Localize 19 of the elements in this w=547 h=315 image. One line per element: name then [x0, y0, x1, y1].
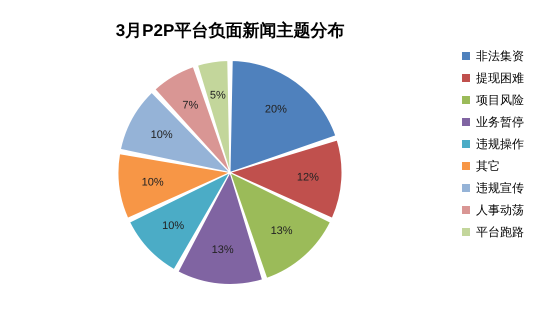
chart-title: 3月P2P平台负面新闻主题分布 [116, 21, 344, 40]
legend-label: 业务暂停 [476, 115, 524, 129]
legend-label: 人事动荡 [476, 203, 524, 217]
data-label: 12% [296, 171, 320, 184]
data-label: 5% [210, 89, 226, 102]
data-label: 20% [264, 103, 288, 116]
data-label: 13% [212, 244, 234, 256]
data-label: 13% [270, 225, 293, 238]
data-label: 10% [142, 176, 164, 188]
legend-label: 项目风险 [476, 93, 524, 107]
legend-label: 违规操作 [476, 137, 524, 151]
data-label: 10% [162, 220, 184, 232]
legend-label: 提现困难 [476, 71, 524, 85]
legend-label: 违规宣传 [476, 181, 524, 195]
data-label: 7% [182, 99, 198, 112]
legend-label: 非法集资 [476, 49, 524, 63]
data-label: 10% [150, 128, 173, 141]
legend-label: 其它 [476, 159, 500, 173]
legend-label: 平台跑路 [476, 225, 524, 239]
